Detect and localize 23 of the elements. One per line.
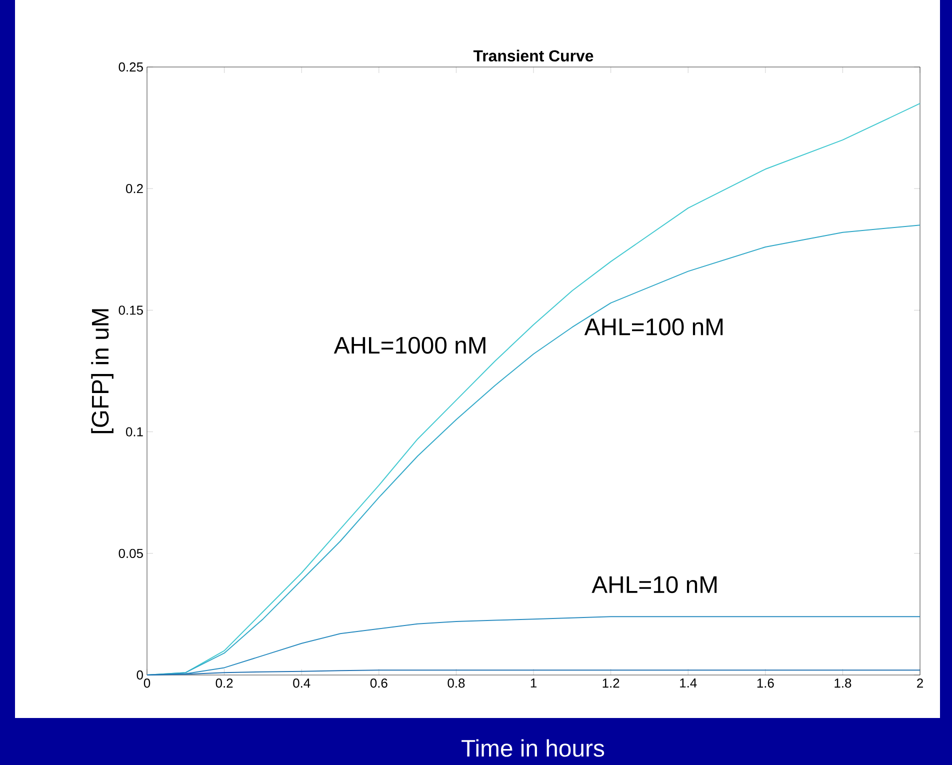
x-tick-label: 0.2 [216,678,233,688]
series-label: AHL=100 nM [584,318,723,336]
x-tick-label: 0.4 [293,678,310,688]
y-axis-title: [GFP] in uM [91,309,114,434]
y-tick-label: 0 [136,670,143,680]
x-tick-label: 1 [530,678,536,688]
y-tick-label: 0.25 [118,62,143,72]
x-tick-label: 1.8 [834,678,852,688]
y-tick-label: 0.15 [118,306,143,315]
x-tick-label: 1.4 [680,678,697,688]
chart-title: Transient Curve [473,50,594,62]
y-tick-label: 0.1 [126,427,143,436]
y-tick-label: 0.05 [118,548,143,558]
series-label: AHL=1000 nM [334,336,486,354]
x-tick-label: 0 [144,678,150,688]
x-tick-label: 1.2 [602,678,620,688]
x-axis-title: Time in hours [462,739,604,757]
x-tick-label: 1.6 [757,678,774,688]
y-tick-label: 0.2 [126,184,143,194]
x-tick-label: 0.6 [370,678,388,688]
x-tick-label: 0.8 [448,678,465,688]
x-tick-label: 2 [917,678,923,688]
series-label: AHL=10 nM [592,576,717,594]
